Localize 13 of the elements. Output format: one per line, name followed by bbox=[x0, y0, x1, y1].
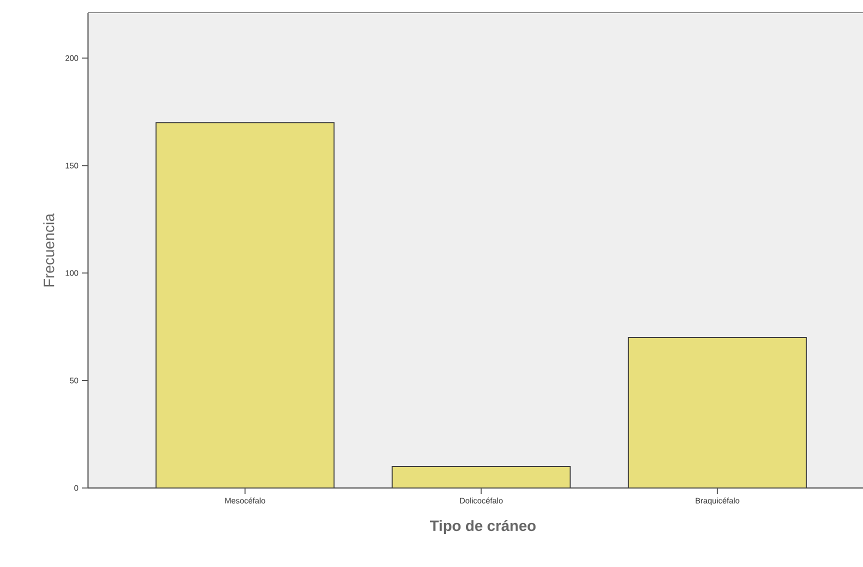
bar bbox=[392, 466, 571, 488]
bar bbox=[156, 122, 335, 488]
x-tick-label: Braquicéfalo bbox=[696, 498, 740, 506]
y-tick-label: 0 bbox=[74, 485, 78, 491]
bar bbox=[628, 337, 807, 488]
y-tick-label: 50 bbox=[70, 378, 78, 384]
y-tick-label: 150 bbox=[66, 162, 78, 168]
x-tick-label: Mesocéfalo bbox=[225, 498, 266, 504]
y-axis-title: Frecuencia bbox=[43, 213, 54, 286]
x-axis-title: Tipo de cráneo bbox=[430, 520, 536, 534]
y-tick-label: 100 bbox=[66, 270, 78, 276]
x-tick-label: Dolicocéfalo bbox=[460, 498, 503, 504]
y-tick-label: 200 bbox=[66, 55, 78, 61]
